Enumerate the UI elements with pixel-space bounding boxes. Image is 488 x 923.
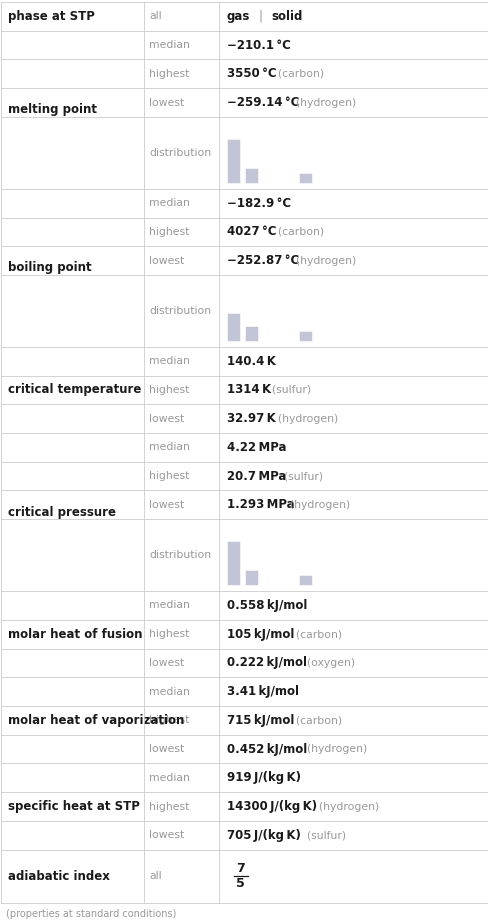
Text: median: median <box>149 40 190 50</box>
Text: 5: 5 <box>236 878 244 891</box>
Text: median: median <box>149 356 190 366</box>
Text: −252.87 °C: −252.87 °C <box>226 254 298 267</box>
Text: phase at STP: phase at STP <box>8 10 95 23</box>
Bar <box>244 570 257 585</box>
Text: 1.293 MPa: 1.293 MPa <box>226 498 294 511</box>
Text: 4.22 MPa: 4.22 MPa <box>226 441 285 454</box>
Text: 3550 °C: 3550 °C <box>226 67 276 80</box>
Text: (sulfur): (sulfur) <box>265 385 311 395</box>
Text: lowest: lowest <box>149 414 184 424</box>
Text: gas: gas <box>226 10 249 23</box>
Text: median: median <box>149 600 190 610</box>
Text: (properties at standard conditions): (properties at standard conditions) <box>6 909 176 918</box>
Text: highest: highest <box>149 629 189 639</box>
Text: 4027 °C: 4027 °C <box>226 225 276 238</box>
Text: (oxygen): (oxygen) <box>300 658 355 668</box>
Text: critical temperature: critical temperature <box>8 383 141 396</box>
Text: (hydrogen): (hydrogen) <box>271 414 338 424</box>
Text: highest: highest <box>149 471 189 481</box>
Text: 32.97 K: 32.97 K <box>226 413 275 426</box>
Text: highest: highest <box>149 69 189 78</box>
Text: −259.14 °C: −259.14 °C <box>226 96 298 109</box>
Text: critical pressure: critical pressure <box>8 506 116 519</box>
Text: (hydrogen): (hydrogen) <box>300 744 366 754</box>
Text: distribution: distribution <box>149 550 211 560</box>
Text: (hydrogen): (hydrogen) <box>311 801 378 811</box>
Text: (sulfur): (sulfur) <box>276 471 323 481</box>
Text: (carbon): (carbon) <box>271 69 324 78</box>
Text: median: median <box>149 687 190 697</box>
Text: 105 kJ/mol: 105 kJ/mol <box>226 628 293 641</box>
Bar <box>298 331 311 342</box>
Text: (carbon): (carbon) <box>288 629 341 639</box>
Text: 140.4 K: 140.4 K <box>226 354 275 367</box>
Text: (hydrogen): (hydrogen) <box>288 256 355 266</box>
Text: melting point: melting point <box>8 103 97 116</box>
Text: 20.7 MPa: 20.7 MPa <box>226 470 285 483</box>
Text: (hydrogen): (hydrogen) <box>282 500 349 509</box>
Bar <box>244 168 257 183</box>
Text: lowest: lowest <box>149 831 184 840</box>
Text: lowest: lowest <box>149 658 184 668</box>
Text: all: all <box>149 871 162 881</box>
Text: molar heat of fusion: molar heat of fusion <box>8 628 142 641</box>
Text: distribution: distribution <box>149 148 211 158</box>
Text: highest: highest <box>149 801 189 811</box>
Text: boiling point: boiling point <box>8 261 91 274</box>
Text: solid: solid <box>271 10 303 23</box>
Text: 0.222 kJ/mol: 0.222 kJ/mol <box>226 656 306 669</box>
Text: highest: highest <box>149 227 189 237</box>
Text: 919 J/(kg K): 919 J/(kg K) <box>226 772 300 785</box>
Text: 7: 7 <box>236 862 244 875</box>
Text: 715 kJ/mol: 715 kJ/mol <box>226 713 293 726</box>
Text: median: median <box>149 773 190 783</box>
Text: lowest: lowest <box>149 744 184 754</box>
Bar <box>226 314 239 342</box>
Text: −182.9 °C: −182.9 °C <box>226 197 290 210</box>
Text: 0.452 kJ/mol: 0.452 kJ/mol <box>226 743 306 756</box>
Bar <box>226 138 239 183</box>
Text: (sulfur): (sulfur) <box>300 831 346 840</box>
Text: lowest: lowest <box>149 98 184 108</box>
Text: (carbon): (carbon) <box>288 715 341 725</box>
Text: highest: highest <box>149 385 189 395</box>
Text: highest: highest <box>149 715 189 725</box>
Text: lowest: lowest <box>149 256 184 266</box>
Text: 1314 K: 1314 K <box>226 383 270 396</box>
Text: 0.558 kJ/mol: 0.558 kJ/mol <box>226 599 306 612</box>
Text: 705 J/(kg K): 705 J/(kg K) <box>226 829 300 842</box>
Text: −210.1 °C: −210.1 °C <box>226 39 290 52</box>
Text: (carbon): (carbon) <box>271 227 324 237</box>
Text: all: all <box>149 11 162 21</box>
Text: adiabatic index: adiabatic index <box>8 869 110 882</box>
Text: |: | <box>258 10 262 23</box>
Text: 3.41 kJ/mol: 3.41 kJ/mol <box>226 685 298 698</box>
Bar <box>298 173 311 183</box>
Text: median: median <box>149 442 190 452</box>
Text: distribution: distribution <box>149 306 211 316</box>
Text: 14300 J/(kg K): 14300 J/(kg K) <box>226 800 316 813</box>
Text: specific heat at STP: specific heat at STP <box>8 800 140 813</box>
Bar <box>298 575 311 585</box>
Text: lowest: lowest <box>149 500 184 509</box>
Bar <box>244 326 257 342</box>
Text: median: median <box>149 198 190 208</box>
Bar <box>226 541 239 585</box>
Text: molar heat of vaporization: molar heat of vaporization <box>8 713 184 726</box>
Text: (hydrogen): (hydrogen) <box>288 98 355 108</box>
